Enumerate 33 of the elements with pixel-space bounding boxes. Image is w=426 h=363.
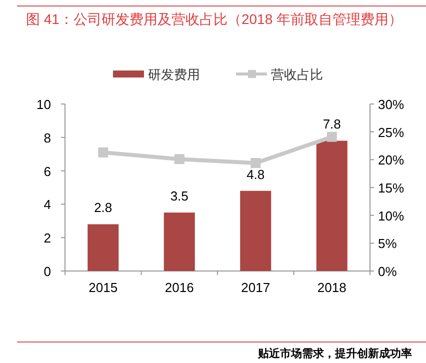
data-label: 4.8	[246, 166, 265, 182]
bar	[316, 140, 348, 271]
y-tick-label: 0	[44, 264, 51, 279]
y2-tick-label: 0%	[378, 264, 398, 279]
x-tick-label: 2017	[241, 280, 270, 295]
data-label: 2.8	[94, 200, 112, 216]
data-label: 3.5	[170, 188, 188, 204]
y2-tick-label: 15%	[378, 180, 404, 196]
y2-tick-label: 20%	[378, 152, 404, 168]
y2-tick-label: 5%	[378, 236, 398, 252]
y-tick-label: 2	[44, 230, 51, 246]
text: 贴近市场需求，提升创新成功率	[257, 347, 412, 360]
y-tick-label: 6	[44, 164, 51, 179]
bar	[240, 190, 272, 271]
bar	[164, 212, 195, 271]
legend-label: 研发费用	[148, 67, 200, 82]
point	[326, 132, 337, 142]
chart-title: 图 41：公司研发费用及营收占比（2018 年前取自管理费用）	[26, 11, 402, 27]
legend-label: 营收占比	[271, 67, 323, 82]
y-tick-label: 4	[44, 197, 51, 212]
y-tick-label: 10	[36, 97, 51, 112]
x-tick-label: 2016	[164, 280, 194, 295]
point	[250, 158, 261, 168]
data-label: 7.8	[322, 116, 341, 132]
x-tick-label: 2015	[88, 280, 118, 295]
y-tick-label: 8	[44, 130, 51, 146]
x-tick-label: 2018	[317, 280, 346, 295]
bar	[88, 224, 119, 271]
point	[98, 147, 108, 158]
y2-tick-label: 10%	[378, 208, 404, 224]
y2-tick-label: 25%	[378, 124, 404, 140]
point	[174, 154, 184, 164]
y2-tick-label: 30%	[378, 97, 404, 112]
